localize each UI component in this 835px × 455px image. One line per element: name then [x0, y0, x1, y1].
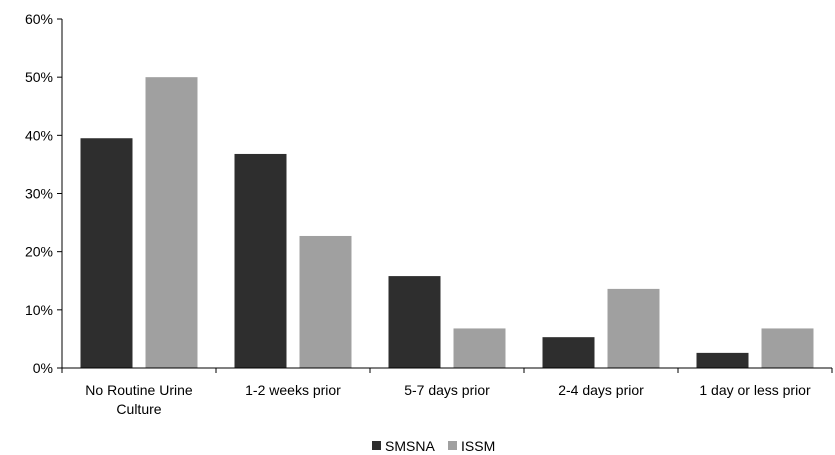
- y-tick-label: 0%: [33, 360, 53, 376]
- bar-smsna-3: [388, 276, 441, 368]
- x-category-label: Culture: [116, 401, 161, 417]
- bar-issm-5: [761, 328, 814, 368]
- bars: [80, 77, 814, 369]
- y-tick-label: 50%: [25, 69, 53, 85]
- y-tick-label: 40%: [25, 127, 53, 143]
- legend-label-issm: ISSM: [461, 438, 495, 454]
- bar-smsna-4: [542, 337, 595, 368]
- bar-issm-3: [453, 328, 506, 368]
- x-category-label: 1-2 weeks prior: [245, 382, 341, 398]
- bar-smsna-1: [80, 138, 133, 368]
- legend-label-smsna: SMSNA: [385, 438, 435, 454]
- bar-smsna-5: [696, 352, 749, 368]
- legend-swatch-issm: [448, 441, 457, 450]
- legend: SMSNA ISSM: [372, 438, 495, 454]
- y-tick-label: 20%: [25, 244, 53, 260]
- bar-issm-4: [607, 288, 660, 368]
- bar-issm-1: [145, 77, 198, 369]
- x-category-label: 1 day or less prior: [699, 382, 811, 398]
- y-tick-label: 10%: [25, 302, 53, 318]
- bar-issm-2: [299, 235, 352, 368]
- y-axis: 0% 10% 20% 30% 40% 50% 60%: [25, 11, 63, 376]
- x-axis: No Routine Urine Culture 1-2 weeks prior 5-…: [61, 367, 833, 417]
- x-category-label: 2-4 days prior: [558, 382, 644, 398]
- bar-smsna-2: [234, 153, 287, 368]
- legend-swatch-smsna: [372, 441, 381, 450]
- x-category-label: 5-7 days prior: [404, 382, 490, 398]
- x-category-label: No Routine Urine: [85, 382, 193, 398]
- y-tick-label: 60%: [25, 11, 53, 27]
- y-tick-label: 30%: [25, 186, 53, 202]
